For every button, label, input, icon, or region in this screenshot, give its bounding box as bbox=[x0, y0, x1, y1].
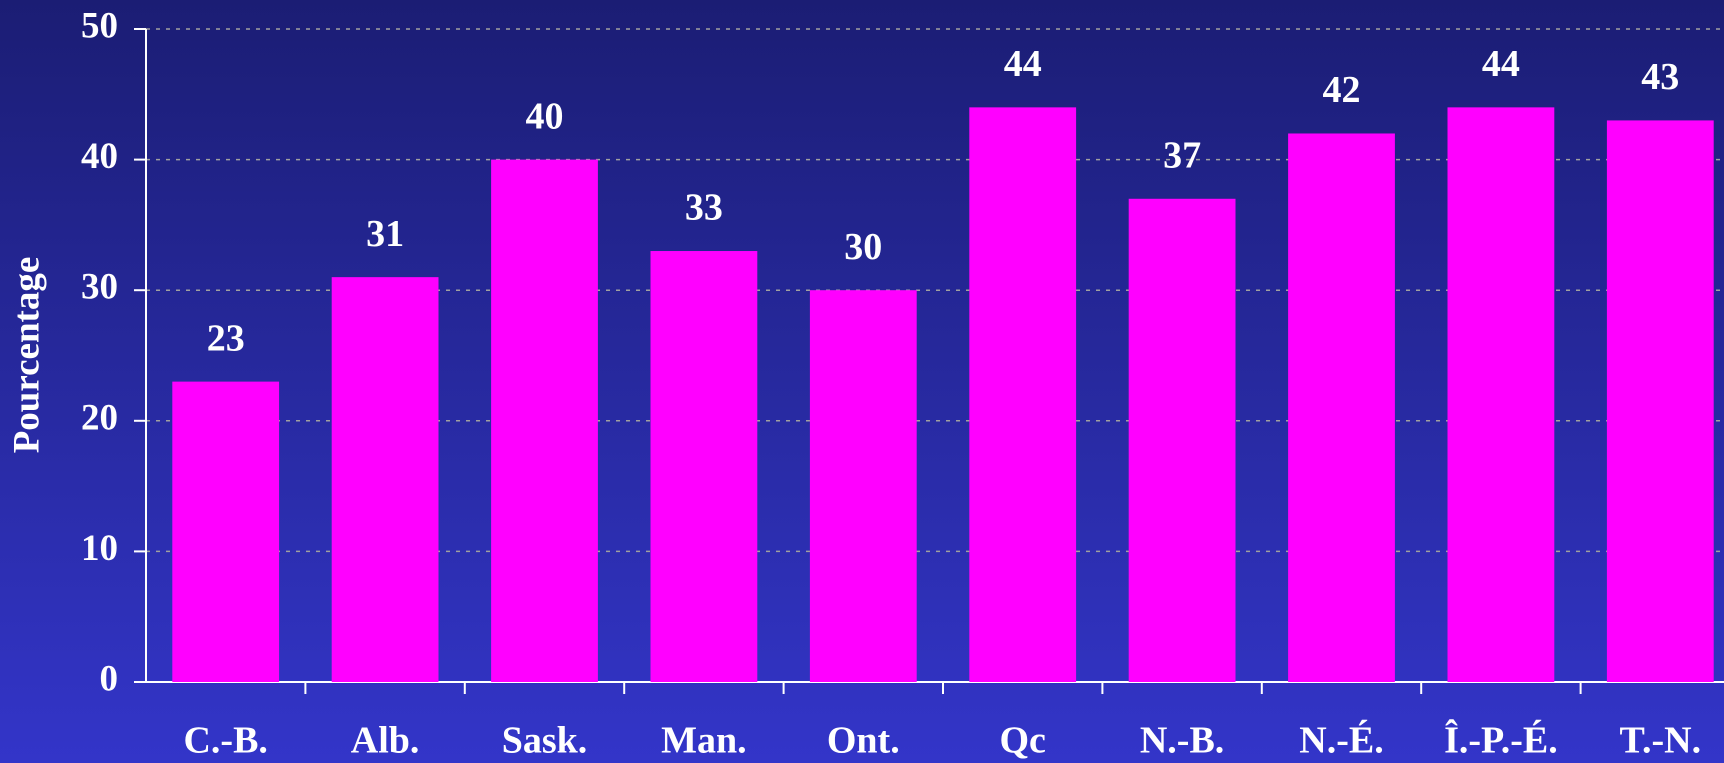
y-tick-label: 50 bbox=[81, 5, 118, 46]
bar bbox=[1288, 133, 1395, 683]
value-label: 44 bbox=[1482, 43, 1520, 85]
bar bbox=[650, 251, 758, 682]
value-label: 30 bbox=[844, 226, 882, 268]
value-label: 42 bbox=[1323, 69, 1361, 111]
x-tick-label: C.-B. bbox=[183, 720, 267, 762]
x-tick-label: N.-B. bbox=[1140, 720, 1224, 762]
x-tick-label: Man. bbox=[661, 720, 747, 762]
x-tick-label: Ont. bbox=[827, 720, 900, 762]
bar bbox=[491, 159, 598, 683]
bar bbox=[969, 107, 1077, 683]
y-tick-label: 0 bbox=[100, 658, 119, 699]
y-axis-label: Pourcentage bbox=[6, 257, 47, 454]
value-label: 23 bbox=[207, 317, 245, 359]
x-tick-label: T.-N. bbox=[1619, 720, 1701, 762]
y-tick-label: 30 bbox=[81, 267, 118, 308]
bar bbox=[809, 290, 917, 682]
y-tick-label: 40 bbox=[81, 136, 118, 177]
x-tick-label: Î.-P.-É. bbox=[1444, 720, 1558, 762]
y-tick-label: 10 bbox=[81, 528, 118, 569]
bar bbox=[1447, 107, 1555, 683]
value-label: 31 bbox=[366, 213, 404, 255]
x-tick-label: Qc bbox=[999, 720, 1045, 762]
bar bbox=[1128, 198, 1236, 682]
x-tick-label: Alb. bbox=[351, 720, 420, 762]
x-tick-label: N.-É. bbox=[1299, 720, 1383, 762]
x-tick-label: Sask. bbox=[502, 720, 588, 762]
value-label: 44 bbox=[1004, 43, 1042, 85]
bar bbox=[172, 381, 280, 682]
value-label: 40 bbox=[526, 95, 564, 137]
y-tick-label: 20 bbox=[81, 397, 118, 438]
bar bbox=[331, 277, 439, 682]
value-label: 37 bbox=[1163, 134, 1201, 176]
bar bbox=[1606, 120, 1714, 683]
value-label: 33 bbox=[685, 187, 723, 229]
value-label: 43 bbox=[1641, 56, 1679, 98]
